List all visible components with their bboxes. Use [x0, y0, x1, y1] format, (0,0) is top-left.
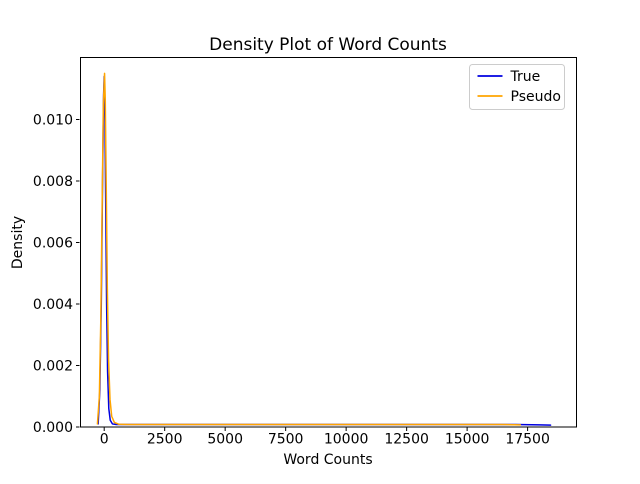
y-ticks: 0.000 0.002 0.004 0.006 0.008 0.010: [33, 112, 80, 436]
chart-title: Density Plot of Word Counts: [209, 35, 447, 55]
y-tick-label: 0.002: [33, 358, 73, 374]
kde-line-pseudo: [96, 72, 522, 426]
x-axis-label: Word Counts: [283, 452, 372, 468]
x-tick-label: 17500: [505, 432, 550, 448]
x-tick-label: 10000: [324, 432, 369, 448]
x-tick-label: 15000: [445, 432, 490, 448]
x-tick-label: 7500: [268, 432, 304, 448]
y-tick-label: 0.008: [33, 174, 73, 190]
kde-line-true: [97, 75, 552, 426]
x-tick-label: 0: [100, 432, 109, 448]
legend-label: Pseudo: [511, 89, 561, 105]
plot-area: [80, 57, 577, 428]
legend-label: True: [510, 69, 541, 85]
x-tick-label: 2500: [147, 432, 183, 448]
x-ticks: 0 2500 5000 7500 10000 12500 15000 17500: [100, 427, 550, 448]
y-axis-label: Density: [10, 216, 26, 269]
x-tick-label: 12500: [384, 432, 429, 448]
y-tick-label: 0.010: [33, 112, 73, 128]
legend: True Pseudo: [469, 64, 565, 110]
y-tick-label: 0.004: [33, 297, 73, 313]
y-tick-label: 0.000: [33, 420, 73, 436]
x-tick-label: 5000: [207, 432, 243, 448]
y-tick-label: 0.006: [33, 235, 73, 251]
series-lines: [96, 72, 552, 426]
